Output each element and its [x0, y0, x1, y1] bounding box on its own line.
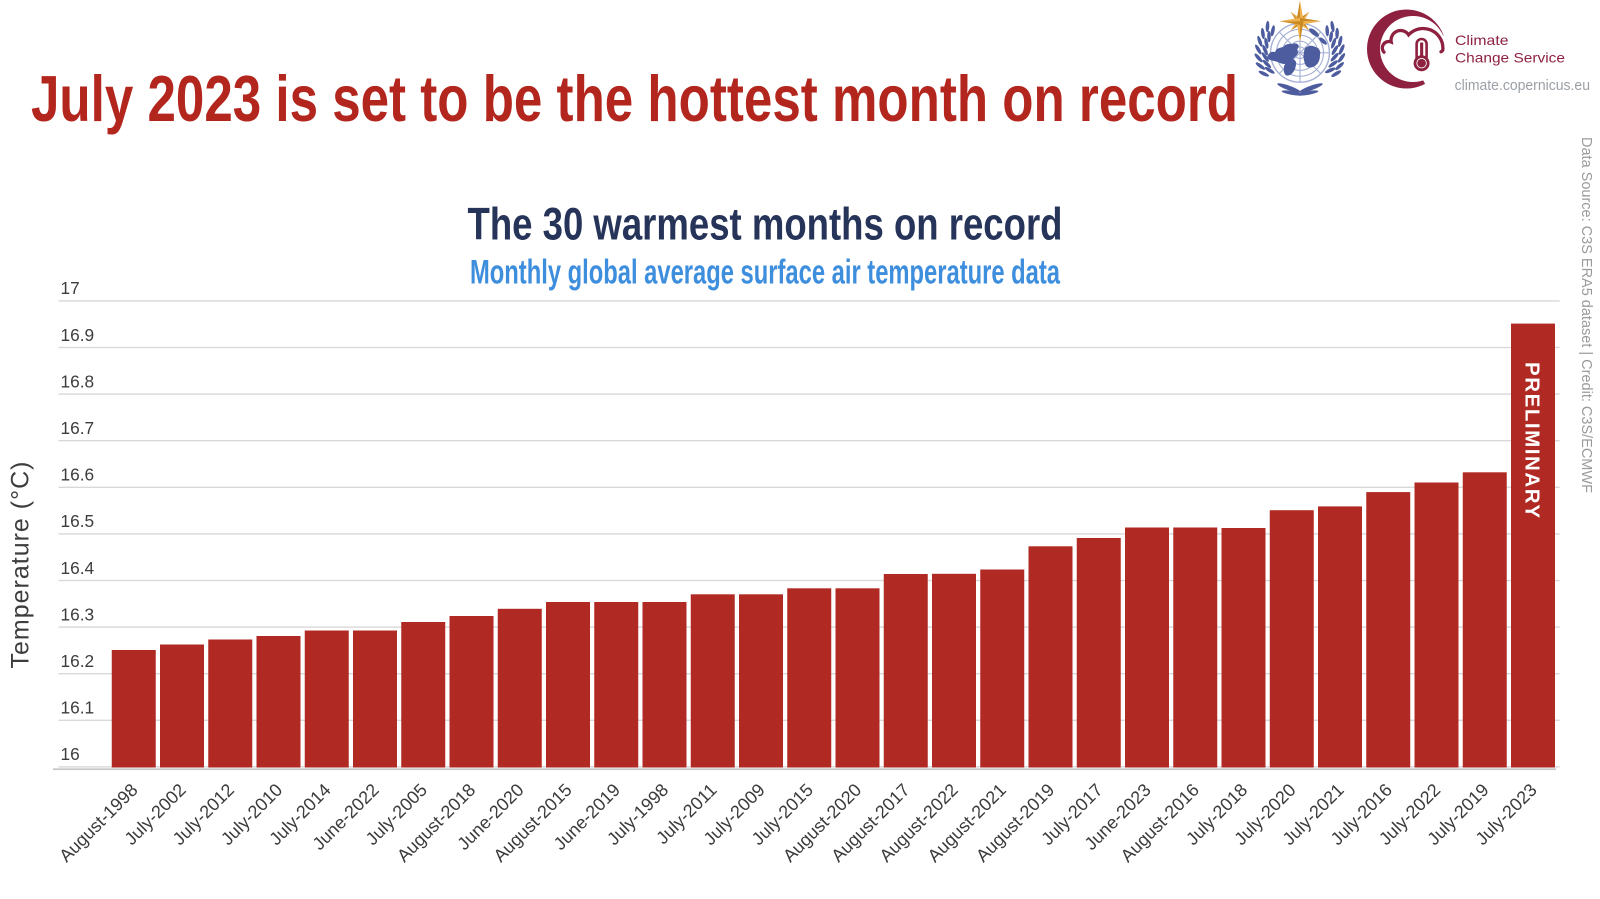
svg-text:16.7: 16.7: [61, 418, 95, 438]
svg-text:July 2023 is set to be the hot: July 2023 is set to be the hottest month…: [31, 62, 1238, 135]
svg-text:The 30 warmest months on recor: The 30 warmest months on record: [468, 199, 1063, 250]
svg-text:16.1: 16.1: [61, 698, 95, 718]
svg-text:16.6: 16.6: [61, 465, 95, 485]
svg-text:16.9: 16.9: [61, 325, 95, 345]
svg-text:16.2: 16.2: [61, 651, 95, 671]
svg-text:Temperature (°C): Temperature (°C): [7, 462, 35, 669]
svg-text:Monthly global average surface: Monthly global average surface air tempe…: [470, 253, 1061, 291]
svg-text:Data Source: C3S ERA5 dataset: Data Source: C3S ERA5 dataset | Credit: …: [1578, 137, 1594, 493]
svg-text:PRELIMINARY: PRELIMINARY: [1521, 362, 1544, 518]
svg-text:17: 17: [61, 278, 80, 298]
svg-text:climate.copernicus.eu: climate.copernicus.eu: [1455, 78, 1590, 94]
svg-text:Change Service: Change Service: [1455, 50, 1565, 65]
svg-text:16.8: 16.8: [61, 371, 95, 391]
svg-text:16: 16: [61, 744, 80, 764]
svg-text:16.4: 16.4: [61, 558, 95, 578]
svg-text:Climate: Climate: [1455, 33, 1509, 48]
svg-text:16.5: 16.5: [61, 511, 95, 531]
svg-text:16.3: 16.3: [61, 604, 95, 624]
